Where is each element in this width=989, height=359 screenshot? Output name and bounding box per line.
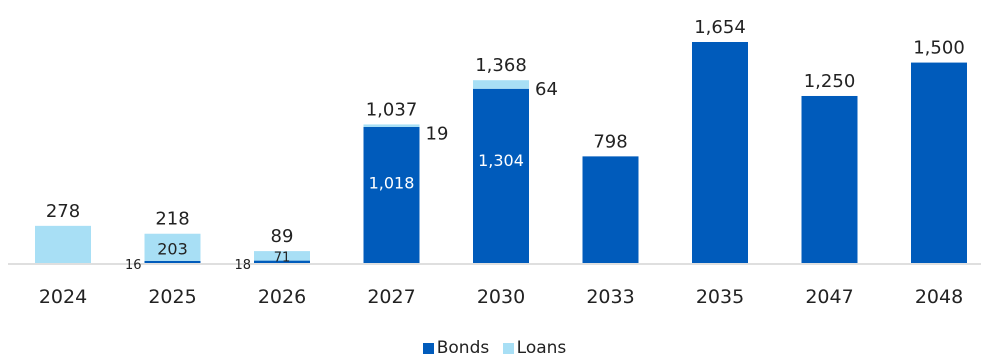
x-tick-label-2030: 2030 (477, 286, 525, 308)
legend-label-loans: Loans (516, 338, 567, 358)
bar-bonds-2026 (254, 260, 310, 263)
legend: Bonds Loans (0, 338, 989, 359)
bar-bonds-2033 (582, 156, 639, 263)
bar-loans-2025 (144, 233, 201, 261)
x-tick-label-2024: 2024 (39, 286, 87, 308)
x-tick-label-2027: 2027 (367, 286, 415, 308)
x-tick-label-2026: 2026 (258, 286, 306, 308)
total-label-2027: 1,037 (366, 99, 418, 120)
bar-loans-2024 (35, 225, 91, 263)
x-tick-label-2033: 2033 (586, 286, 634, 308)
bonds-value-label-2025: 16 (125, 258, 142, 273)
legend-item-bonds: Bonds (422, 338, 490, 358)
bar-bonds-2025 (144, 260, 201, 263)
loans-value-label-2027: 19 (426, 123, 449, 144)
bar-loans-2027 (363, 124, 420, 127)
legend-item-loans: Loans (502, 338, 567, 358)
legend-label-bonds: Bonds (436, 338, 490, 358)
legend-swatch-loans (502, 342, 514, 354)
bar-loans-2026 (254, 251, 310, 261)
loans-value-label-2026: 71 (274, 250, 291, 265)
x-tick-label-2047: 2047 (805, 286, 853, 308)
total-label-2035: 1,654 (694, 17, 746, 38)
total-label-2048: 1,500 (913, 38, 965, 59)
bar-bonds-2035 (692, 42, 748, 263)
bonds-value-label-2027: 1,018 (369, 174, 415, 193)
bar-bonds-2047 (801, 95, 858, 263)
bar-bonds-2027 (363, 126, 420, 263)
total-label-2047: 1,250 (804, 71, 856, 92)
total-label-2024: 278 (46, 201, 80, 222)
legend-swatch-bonds (422, 342, 434, 354)
total-label-2033: 798 (593, 131, 627, 152)
loans-value-label-2030: 64 (535, 79, 558, 100)
bonds-value-label-2030: 1,304 (478, 151, 524, 170)
bonds-value-label-2026: 18 (234, 258, 251, 273)
bar-bonds-2048 (911, 62, 967, 263)
bars-layer (35, 42, 967, 264)
loans-value-label-2025: 203 (157, 239, 188, 258)
total-label-2026: 89 (271, 226, 294, 247)
labels-layer: 2024 278 2025 218 16 203 2026 89 18 71 2027 1,037 1,… (39, 17, 965, 308)
total-label-2025: 218 (155, 209, 189, 230)
bar-bonds-2030 (473, 88, 529, 264)
x-tick-label-2048: 2048 (915, 286, 963, 308)
x-tick-label-2025: 2025 (148, 286, 196, 308)
total-label-2030: 1,368 (475, 55, 527, 76)
x-tick-label-2035: 2035 (696, 286, 744, 308)
bar-loans-2030 (473, 80, 529, 89)
